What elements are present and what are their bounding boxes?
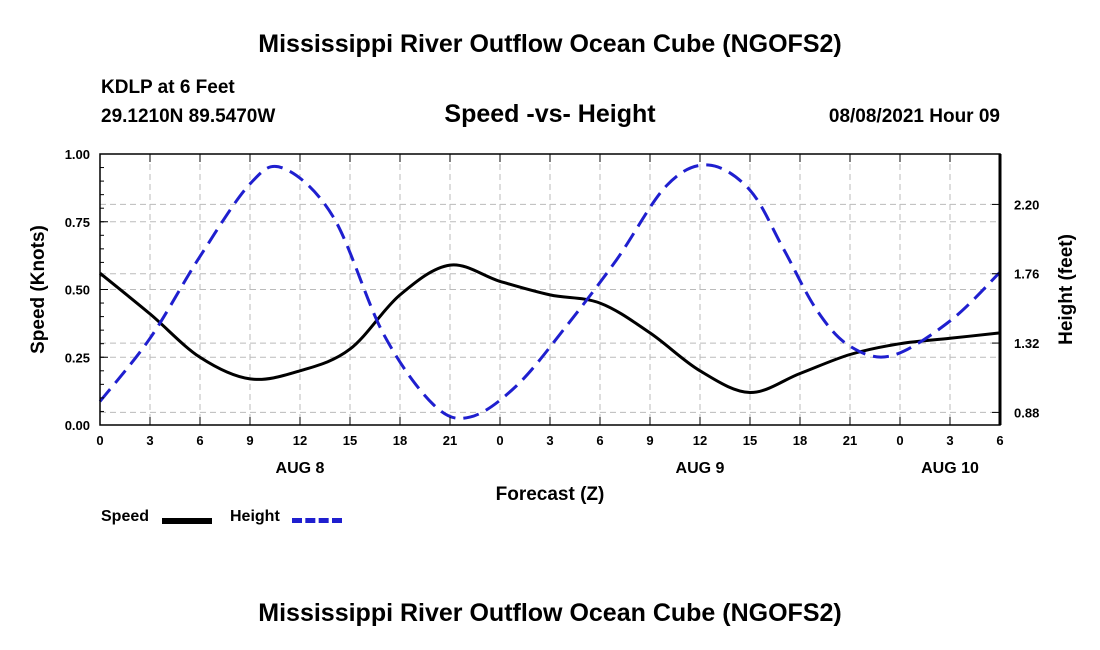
x-tick-label: 15 [743, 433, 757, 448]
height-series-line [98, 163, 1002, 420]
x-tick-label: 12 [693, 433, 707, 448]
x-tick-label: 3 [546, 433, 553, 448]
x-tick-label: 6 [596, 433, 603, 448]
station-coordinates: 29.1210N 89.5470W [101, 106, 276, 127]
page-footer-title: Mississippi River Outflow Ocean Cube (NG… [258, 599, 842, 627]
y-tick-label: 0.75 [65, 215, 90, 230]
forecast-datetime: 08/08/2021 Hour 09 [828, 106, 1000, 127]
x-tick-label: 21 [443, 433, 457, 448]
x-tick-label: 9 [646, 433, 653, 448]
x-day-label: AUG 10 [921, 460, 979, 477]
y-tick-label: 0.25 [65, 350, 90, 365]
x-tick-label: 9 [246, 433, 253, 448]
x-day-label: AUG 9 [676, 460, 725, 477]
x-tick-label: 15 [343, 433, 357, 448]
x-tick-label: 6 [196, 433, 203, 448]
y2-axis-title: Height (feet) [1056, 234, 1077, 345]
x-tick-label: 3 [146, 433, 153, 448]
x-tick-label: 21 [843, 433, 857, 448]
x-axis-title: Forecast (Z) [496, 484, 605, 505]
y2-tick-label: 1.32 [1014, 336, 1039, 351]
legend-speed-label: Speed [101, 508, 150, 525]
legend-height-label: Height [230, 508, 280, 525]
y2-tick-label: 2.20 [1014, 197, 1039, 212]
page-title: Mississippi River Outflow Ocean Cube (NG… [258, 30, 842, 58]
legend-height-swatch [292, 518, 342, 523]
x-tick-label: 18 [793, 433, 807, 448]
x-tick-label: 0 [496, 433, 503, 448]
x-tick-label: 0 [96, 433, 103, 448]
speed-series-line [99, 263, 1001, 395]
grid [99, 153, 1001, 426]
y-tick-label: 0.50 [65, 283, 90, 298]
x-tick-label: 12 [293, 433, 307, 448]
x-day-label: AUG 8 [276, 460, 325, 477]
y-axis-title: Speed (Knots) [28, 225, 49, 354]
legend-speed-swatch [162, 518, 212, 524]
station-label: KDLP at 6 Feet [101, 77, 235, 98]
y2-tick-label: 0.88 [1014, 405, 1039, 420]
y2-tick-label: 1.76 [1014, 267, 1039, 282]
series [98, 163, 1002, 420]
y-tick-label: 0.00 [65, 418, 90, 433]
chart-title: Speed -vs- Height [444, 100, 656, 128]
x-tick-label: 0 [896, 433, 903, 448]
x-tick-label: 6 [996, 433, 1003, 448]
axis-ticks: 0 3 6 9 12 15 18 21 0 3 6 9 12 15 18 21 0 3 6 AUG 8 AUG 9 AUG… [65, 147, 1040, 477]
x-tick-label: 3 [946, 433, 953, 448]
x-tick-label: 18 [393, 433, 407, 448]
y-tick-label: 1.00 [65, 147, 90, 162]
